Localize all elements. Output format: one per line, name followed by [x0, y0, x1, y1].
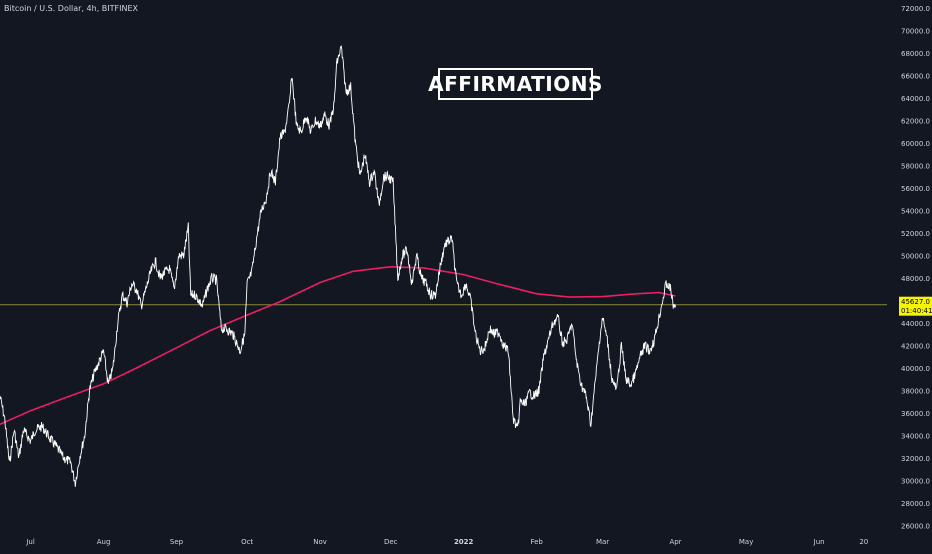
price-tag-box	[899, 296, 932, 316]
x-tick-label: Dec	[384, 538, 398, 546]
y-tick-label: 52000.0	[901, 230, 930, 238]
price-series-layer	[0, 45, 676, 487]
y-tick-label: 38000.0	[901, 388, 930, 396]
moving-average-layer	[0, 265, 676, 426]
price-tag-price: 45627.0	[901, 298, 930, 306]
x-tick-label: 20	[859, 538, 868, 546]
x-tick-label: Apr	[669, 538, 681, 546]
x-tick-label: Sep	[170, 538, 184, 546]
y-tick-label: 68000.0	[901, 50, 930, 58]
price-tag-layer: 45627.001:40:41	[899, 296, 932, 316]
y-tick-label: 34000.0	[901, 433, 930, 441]
y-tick-label: 32000.0	[901, 455, 930, 463]
y-tick-label: 72000.0	[901, 5, 930, 13]
y-tick-label: 60000.0	[901, 140, 930, 148]
y-tick-label: 62000.0	[901, 118, 930, 126]
y-tick-label: 66000.0	[901, 73, 930, 81]
y-axis: 26000.0 28000.0 30000.0 32000.0 34000.0 36000…	[901, 5, 930, 531]
x-tick-label: Jul	[25, 538, 35, 546]
x-tick-label: Feb	[530, 538, 543, 546]
symbol-title: Bitcoin / U.S. Dollar, 4h, BITFINEX	[4, 4, 139, 13]
x-tick-label: 2022	[454, 538, 474, 546]
y-tick-label: 70000.0	[901, 28, 930, 36]
x-tick-label: Mar	[596, 538, 609, 546]
x-tick-label: Aug	[97, 538, 111, 546]
price-tag-countdown: 01:40:41	[901, 307, 932, 315]
annotation-box: AFFIRMATIONS	[428, 68, 602, 100]
y-tick-label: 48000.0	[901, 275, 930, 283]
y-tick-label: 54000.0	[901, 208, 930, 216]
annotation-text: AFFIRMATIONS	[428, 72, 603, 96]
y-tick-label: 56000.0	[901, 185, 930, 193]
y-tick-label: 64000.0	[901, 95, 930, 103]
x-tick-label: May	[739, 538, 753, 546]
y-tick-label: 40000.0	[901, 365, 930, 373]
y-tick-label: 28000.0	[901, 500, 930, 508]
x-axis: Jul Aug Sep Oct Nov Dec 2022 Feb Mar Apr May Jun 20	[25, 538, 868, 546]
y-tick-label: 30000.0	[901, 478, 930, 486]
x-tick-label: Oct	[241, 538, 253, 546]
y-tick-label: 44000.0	[901, 320, 930, 328]
y-tick-label: 50000.0	[901, 253, 930, 261]
x-tick-label: Nov	[313, 538, 327, 546]
moving-average-line	[0, 265, 676, 426]
y-tick-label: 58000.0	[901, 163, 930, 171]
price-line	[0, 45, 676, 487]
x-tick-label: Jun	[813, 538, 825, 546]
y-tick-label: 26000.0	[901, 523, 930, 531]
y-tick-label: 36000.0	[901, 410, 930, 418]
y-tick-label: 42000.0	[901, 343, 930, 351]
